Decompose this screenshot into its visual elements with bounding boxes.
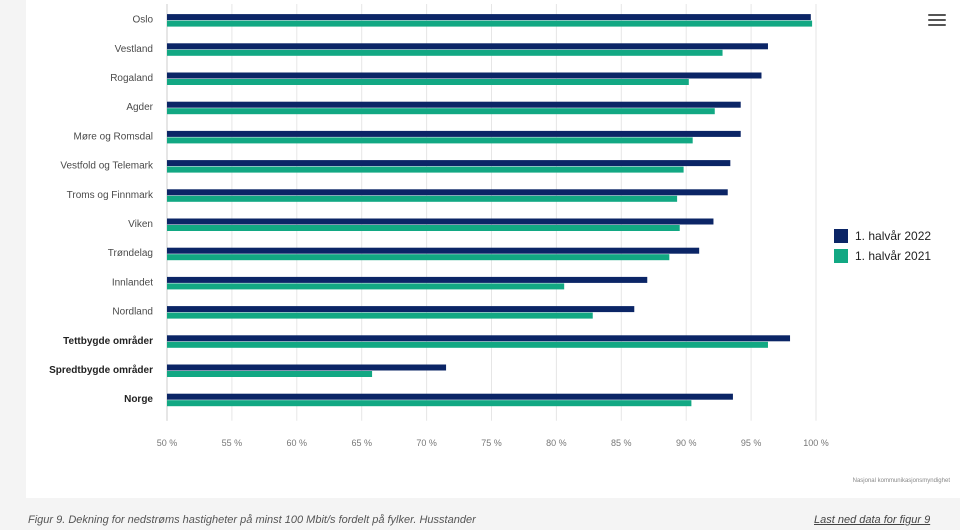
category-label: Innlandet [112, 277, 153, 288]
bar-2021 [167, 371, 373, 377]
x-tick-label: 100 % [803, 438, 829, 448]
bar-2021 [167, 20, 813, 27]
bar-2022 [167, 364, 447, 371]
x-tick-label: 50 % [157, 438, 178, 448]
bar-2021 [167, 283, 565, 290]
bar-2021 [167, 137, 693, 144]
bar-2022 [167, 247, 700, 254]
category-label: Spredtbygde områder [49, 364, 153, 376]
x-tick-label: 55 % [222, 438, 243, 448]
bar-2022 [167, 14, 811, 21]
chart-legend: 1. halvår 2022 1. halvår 2021 [834, 226, 931, 266]
category-label: Vestfold og Telemark [60, 161, 154, 172]
legend-item-2021[interactable]: 1. halvår 2021 [834, 246, 931, 266]
bar-2021 [167, 400, 692, 407]
legend-item-2022[interactable]: 1. halvår 2022 [834, 226, 931, 246]
bar-2022 [167, 43, 768, 50]
x-tick-label: 95 % [741, 438, 762, 448]
x-tick-label: 90 % [676, 438, 697, 448]
x-tick-label: 80 % [546, 438, 567, 448]
bar-2022 [167, 189, 728, 196]
hamburger-menu-icon[interactable] [928, 14, 946, 30]
bar-chart: Oslo Vestland Rogaland Agder Møre og Romsdal… [49, 4, 829, 448]
bar-2021 [167, 108, 715, 115]
bar-2021 [167, 312, 593, 319]
category-label: Agder [126, 102, 153, 113]
category-label: Troms og Finnmark [67, 190, 154, 201]
category-label: Rogaland [110, 73, 153, 84]
download-data-link[interactable]: Last ned data for figur 9 [814, 514, 931, 526]
x-tick-label: 85 % [611, 438, 632, 448]
bar-2022 [167, 72, 762, 79]
chart-card: Oslo Vestland Rogaland Agder Møre og Romsdal… [26, 0, 960, 498]
legend-label-2021: 1. halvår 2021 [855, 249, 932, 263]
source-credit: Nasjonal kommunikasjonsmyndighet [852, 478, 950, 484]
x-tick-label: 75 % [481, 438, 502, 448]
bar-2022 [167, 160, 731, 167]
x-tick-label: 60 % [287, 438, 308, 448]
category-label: Nordland [112, 307, 153, 318]
figure-caption: Figur 9. Dekning for nedstrøms hastighet… [28, 514, 476, 526]
bar-2022 [167, 393, 733, 400]
bar-2022 [167, 306, 635, 313]
bar-2021 [167, 341, 768, 348]
bar-2021 [167, 195, 678, 202]
category-label: Trøndelag [108, 248, 153, 259]
bar-2021 [167, 225, 680, 231]
category-label: Norge [124, 394, 153, 405]
legend-swatch-2021 [834, 249, 848, 263]
bar-2022 [167, 101, 741, 108]
category-label: Vestland [115, 44, 153, 55]
x-tick-label: 70 % [416, 438, 437, 448]
legend-swatch-2022 [834, 229, 848, 243]
bar-2021 [167, 49, 723, 56]
bar-2022 [167, 218, 714, 225]
category-label: Tettbygde områder [63, 335, 153, 347]
category-label: Viken [128, 219, 153, 230]
bar-2022 [167, 335, 791, 342]
legend-label-2022: 1. halvår 2022 [855, 229, 932, 243]
bar-2021 [167, 79, 689, 85]
category-label: Møre og Romsdal [74, 131, 153, 142]
x-tick-label: 65 % [351, 438, 372, 448]
category-label: Oslo [132, 15, 153, 26]
bar-2021 [167, 166, 684, 173]
bar-2021 [167, 254, 670, 261]
bar-2022 [167, 276, 648, 283]
bar-2022 [167, 130, 741, 137]
